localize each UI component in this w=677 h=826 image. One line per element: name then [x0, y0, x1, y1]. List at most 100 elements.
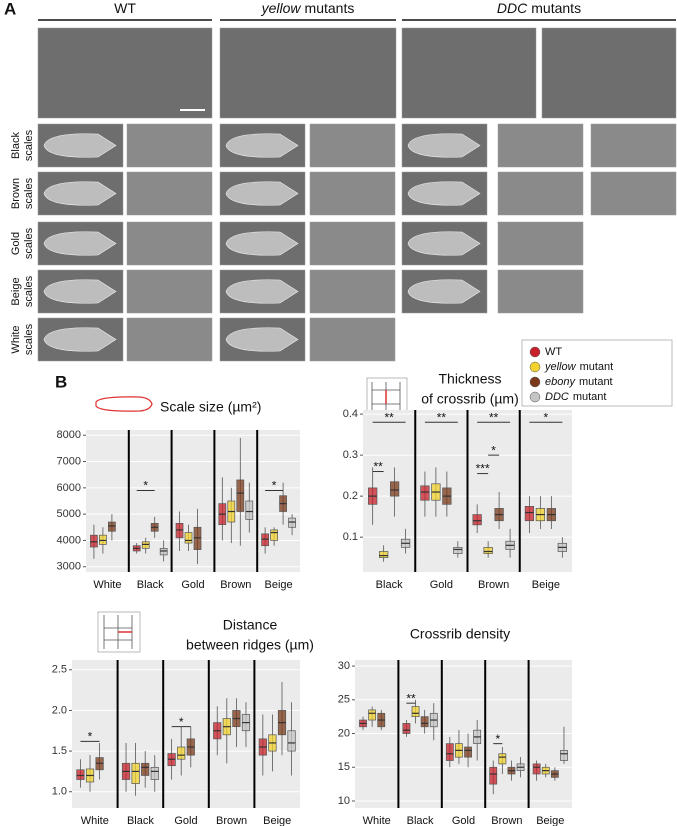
- x-tick-label: Gold: [181, 579, 204, 591]
- pattern-image: [309, 123, 396, 168]
- box: [445, 743, 454, 761]
- box: [270, 529, 278, 541]
- scale-outline: [225, 133, 299, 158]
- charts: Scale size (µm²) 3000 4000 5000 6000 7000 8000…: [52, 371, 572, 826]
- box: [159, 547, 168, 556]
- box: [245, 500, 254, 520]
- y-tick-label: 0.1: [343, 531, 358, 543]
- ridge-icon: [97, 611, 141, 653]
- chart-title: Distance: [223, 617, 278, 633]
- column-header: yellow mutants: [261, 0, 355, 16]
- box: [108, 521, 116, 532]
- significance-label: *: [88, 729, 93, 743]
- y-tick-label: 1.5: [52, 745, 67, 757]
- scale-outline: [43, 181, 117, 206]
- box: [90, 534, 98, 548]
- significance-label: **: [384, 410, 394, 424]
- x-tick-label: Gold: [452, 815, 475, 826]
- significance-label: *: [491, 443, 496, 457]
- column-header-text: mutants: [531, 0, 581, 16]
- box: [532, 763, 541, 775]
- y-tick-label: 0.4: [343, 408, 358, 420]
- box: [141, 762, 150, 776]
- column-header-italic: DDC: [497, 0, 528, 16]
- panel-label: A: [4, 0, 16, 18]
- y-tick-label: 7000: [57, 455, 81, 467]
- pattern-image: [126, 317, 213, 362]
- pattern-image: [497, 123, 584, 168]
- box: [389, 481, 400, 497]
- legend-label: yellow mutant: [544, 361, 613, 373]
- chart-title: of crossrib (µm): [421, 391, 519, 407]
- significance-label: *: [272, 479, 277, 493]
- y-tick-label: 4000: [57, 534, 81, 546]
- panel-label: B: [55, 372, 67, 391]
- box: [99, 534, 107, 545]
- pattern-image: [309, 317, 396, 362]
- box: [498, 753, 507, 765]
- scale-icon: [95, 396, 153, 412]
- row-label: Black: [10, 132, 22, 159]
- pattern-image: [590, 171, 677, 216]
- box: [368, 709, 377, 721]
- y-tick-label: 25: [338, 694, 350, 706]
- scale-outline: [43, 279, 117, 304]
- box: [560, 750, 568, 761]
- pattern-image: [309, 269, 396, 314]
- box: [489, 766, 498, 785]
- x-tick-label: Gold: [174, 815, 197, 826]
- significance-label: **: [437, 410, 447, 424]
- pattern-image: [497, 171, 584, 216]
- box: [184, 532, 193, 544]
- y-tick-label: 1.0: [52, 786, 67, 798]
- column-header-text: WT: [114, 0, 136, 16]
- column-header: WT: [114, 0, 136, 16]
- scale-outline: [43, 327, 117, 352]
- x-tick-label: Brown: [491, 815, 522, 826]
- x-tick-label: Black: [137, 579, 164, 591]
- legend-swatch: [529, 376, 541, 388]
- legend-label-text: mutant: [573, 391, 607, 403]
- x-tick-label: White: [93, 579, 121, 591]
- legend-label-text: WT: [545, 346, 562, 358]
- scale-outline: [225, 327, 299, 352]
- row-label: scales: [23, 227, 35, 259]
- y-tick-label: 3000: [57, 561, 81, 573]
- chart-title: Thickness: [438, 371, 501, 387]
- box: [261, 533, 269, 547]
- legend-swatch: [529, 346, 541, 358]
- x-tick-label: Brown: [216, 815, 247, 826]
- x-tick-label: White: [81, 815, 109, 826]
- row-label: scales: [23, 323, 35, 355]
- box: [379, 551, 389, 558]
- x-tick-label: Beige: [265, 579, 293, 591]
- column-header: DDC mutants: [497, 0, 581, 16]
- x-tick-label: Black: [127, 815, 154, 826]
- row-label: scales: [23, 275, 35, 307]
- legend-label-text: mutant: [580, 361, 614, 373]
- x-tick-label: Brown: [478, 579, 509, 591]
- significance-label: *: [544, 410, 549, 424]
- x-tick-label: Beige: [536, 815, 564, 826]
- y-tick-label: 0.3: [343, 449, 358, 461]
- scale-outline: [407, 279, 481, 304]
- row-label: White: [10, 325, 22, 353]
- x-tick-label: White: [363, 815, 391, 826]
- legend-label: WT: [545, 346, 562, 358]
- pattern-image: [126, 221, 213, 266]
- box: [236, 479, 245, 512]
- box: [150, 766, 159, 780]
- legend-label-italic: DDC: [545, 391, 569, 403]
- column-header-italic: yellow: [261, 0, 302, 16]
- legend-label: ebony mutant: [545, 376, 613, 388]
- scale-outline: [407, 133, 481, 158]
- pattern-image: [309, 171, 396, 216]
- chart-title: Scale size (µm²): [160, 399, 261, 415]
- box: [175, 523, 184, 539]
- legend-label-italic: yellow: [544, 361, 577, 373]
- box: [287, 730, 296, 752]
- box: [420, 716, 429, 728]
- row-label: Beige: [10, 277, 22, 305]
- x-tick-label: Gold: [430, 579, 453, 591]
